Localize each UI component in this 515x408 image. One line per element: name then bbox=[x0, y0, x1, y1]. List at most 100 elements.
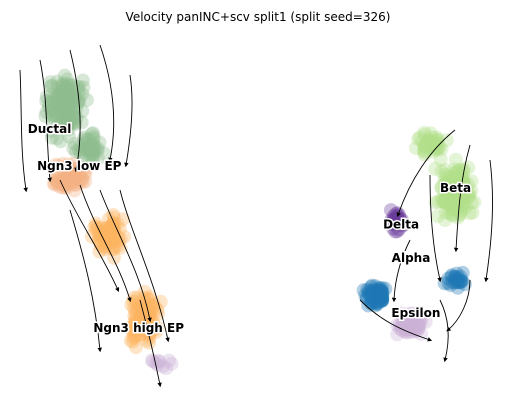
cell-point bbox=[142, 321, 157, 336]
cell-point bbox=[122, 321, 137, 335]
cell-point bbox=[395, 218, 410, 233]
cell-point bbox=[50, 94, 65, 109]
cell-point bbox=[413, 312, 428, 327]
cell-point bbox=[51, 89, 66, 103]
cell-point bbox=[396, 323, 411, 338]
cell-point bbox=[375, 293, 389, 308]
cell-point bbox=[79, 136, 94, 151]
cell-point bbox=[422, 133, 436, 148]
cell-point bbox=[371, 281, 386, 296]
cell-point bbox=[53, 90, 68, 105]
cell-point bbox=[52, 100, 67, 115]
cell-point bbox=[445, 207, 460, 222]
cell-point bbox=[50, 177, 65, 192]
cell-point bbox=[62, 168, 76, 183]
cell-point bbox=[450, 192, 465, 207]
streamline bbox=[99, 189, 152, 323]
cell-point bbox=[59, 179, 74, 194]
cell-point bbox=[59, 160, 74, 175]
cell-point bbox=[59, 76, 74, 91]
cell-point bbox=[365, 295, 379, 310]
cell-point bbox=[452, 275, 467, 290]
cell-point bbox=[90, 143, 105, 158]
cell-point bbox=[388, 224, 403, 239]
cell-point bbox=[67, 178, 82, 193]
cell-point bbox=[373, 281, 388, 296]
cell-point bbox=[368, 295, 383, 310]
cell-point bbox=[62, 165, 77, 179]
cell-point bbox=[451, 185, 466, 200]
cell-point bbox=[447, 269, 462, 284]
cell-point bbox=[49, 131, 64, 146]
cell-point bbox=[102, 227, 117, 242]
cell-point bbox=[412, 314, 427, 328]
streamline bbox=[124, 74, 133, 168]
cell-point bbox=[63, 102, 77, 116]
cell-point bbox=[144, 302, 158, 317]
cell-point bbox=[99, 230, 114, 245]
cell-point bbox=[417, 128, 432, 143]
cell-point bbox=[426, 141, 441, 156]
cell-point bbox=[130, 297, 145, 311]
cell-point bbox=[59, 117, 74, 132]
cell-point bbox=[440, 194, 454, 209]
cell-point bbox=[53, 100, 68, 115]
cell-point bbox=[435, 194, 449, 209]
cell-point bbox=[375, 290, 390, 304]
cell-point bbox=[66, 88, 81, 103]
cell-point bbox=[445, 172, 460, 187]
cell-point bbox=[448, 152, 463, 167]
cell-point bbox=[450, 165, 465, 180]
cell-point bbox=[373, 289, 388, 304]
cell-point bbox=[56, 172, 71, 187]
cell-point bbox=[49, 173, 64, 188]
streamline bbox=[69, 49, 81, 173]
cell-point bbox=[60, 106, 75, 121]
cell-point bbox=[440, 183, 455, 198]
cell-point bbox=[57, 99, 72, 114]
streamline bbox=[99, 44, 115, 163]
cell-point bbox=[127, 309, 142, 324]
cell-point bbox=[374, 284, 389, 299]
cell-point bbox=[365, 288, 380, 303]
cell-point bbox=[363, 287, 378, 302]
cell-point bbox=[364, 288, 379, 303]
cell-point bbox=[441, 170, 456, 185]
cell-point bbox=[61, 114, 76, 128]
cell-point bbox=[369, 286, 384, 301]
cell-point bbox=[67, 136, 82, 151]
cell-point bbox=[410, 323, 425, 337]
cell-point bbox=[392, 212, 407, 226]
cell-point bbox=[453, 204, 468, 218]
cell-point bbox=[445, 194, 460, 209]
cell-point bbox=[60, 93, 75, 108]
cluster-label: Beta bbox=[440, 181, 471, 195]
cell-point bbox=[129, 294, 144, 309]
cell-point bbox=[50, 74, 65, 89]
cell-point bbox=[62, 117, 77, 132]
cell-point bbox=[60, 80, 75, 95]
cell-point bbox=[368, 286, 383, 301]
cell-point bbox=[366, 285, 381, 300]
cell-point bbox=[454, 179, 469, 194]
cell-point bbox=[148, 322, 162, 337]
cell-point bbox=[370, 295, 385, 310]
cell-point bbox=[44, 78, 59, 93]
cell-point bbox=[128, 304, 143, 319]
cell-point bbox=[368, 298, 383, 313]
cell-point bbox=[56, 178, 71, 193]
cell-point bbox=[399, 312, 414, 327]
cell-point bbox=[403, 322, 418, 337]
cell-point bbox=[394, 306, 409, 321]
cell-point bbox=[88, 141, 103, 156]
cell-point bbox=[50, 80, 65, 95]
cell-point bbox=[366, 288, 381, 303]
cell-point bbox=[439, 168, 454, 183]
cell-point bbox=[429, 142, 444, 157]
cell-point bbox=[61, 168, 76, 183]
cell-point bbox=[375, 293, 390, 308]
cell-point bbox=[102, 223, 117, 238]
cell-point bbox=[449, 266, 464, 281]
cell-point bbox=[446, 183, 461, 198]
cell-point bbox=[429, 136, 444, 151]
